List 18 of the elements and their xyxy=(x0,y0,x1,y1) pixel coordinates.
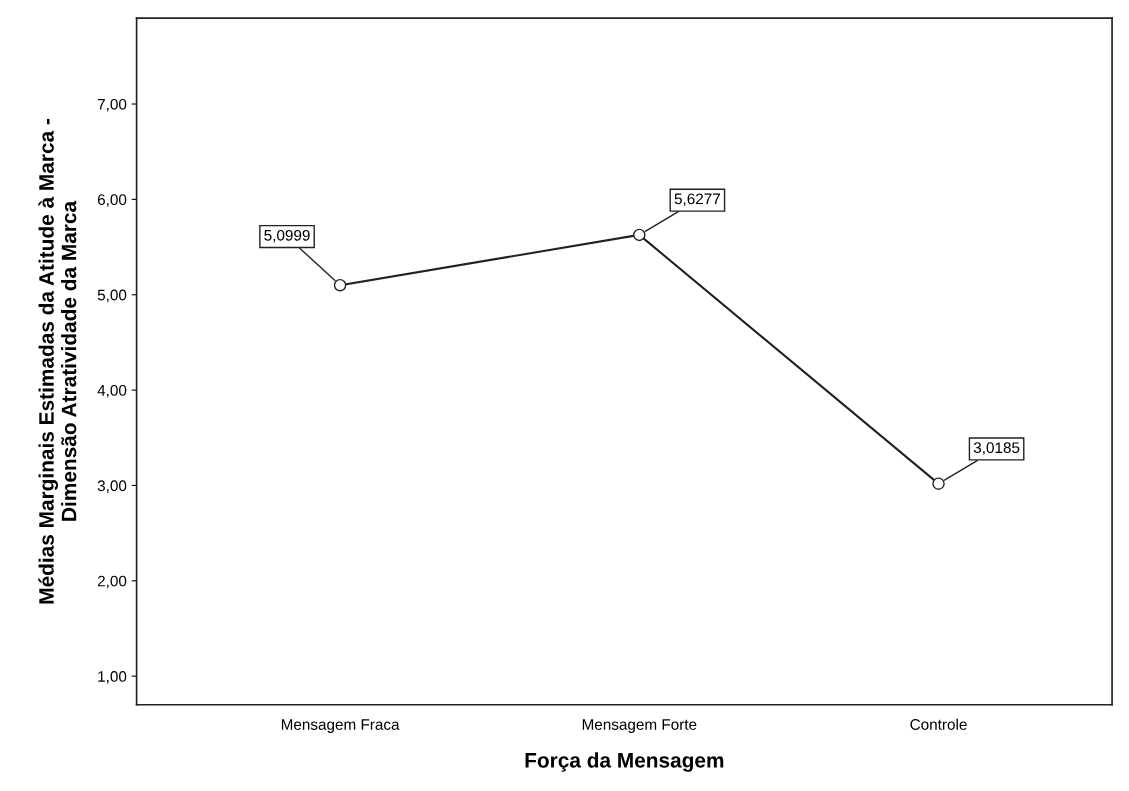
y-tick-label: 1,00 xyxy=(98,671,127,684)
x-tick-label: Mensagem Fraca xyxy=(281,719,400,733)
y-tick-label: 2,00 xyxy=(97,575,127,589)
point xyxy=(633,228,646,242)
point xyxy=(333,278,347,292)
data-label: 5,6277 xyxy=(674,193,720,207)
data-label: 3,0185 xyxy=(973,442,1020,455)
x-tick-label: Controle xyxy=(910,718,967,730)
y-tick-label: 7,00 xyxy=(97,98,127,112)
point xyxy=(932,477,945,490)
y-axis-title: Médias Marginais Estimadas da Atitude à Marca - Dimensão Atratividade da Marca xyxy=(38,118,77,604)
data-label: 5,0999 xyxy=(264,229,310,243)
x-axis-title: Força da Mensagem xyxy=(525,752,724,772)
y-tick-label: 4,00 xyxy=(97,384,127,398)
x-tick-label: Mensagem Forte xyxy=(582,719,697,733)
y-tick-label: 3,00 xyxy=(97,480,127,493)
y-tick-label: 5,00 xyxy=(97,289,127,303)
y-tick-label: 6,00 xyxy=(97,194,127,207)
